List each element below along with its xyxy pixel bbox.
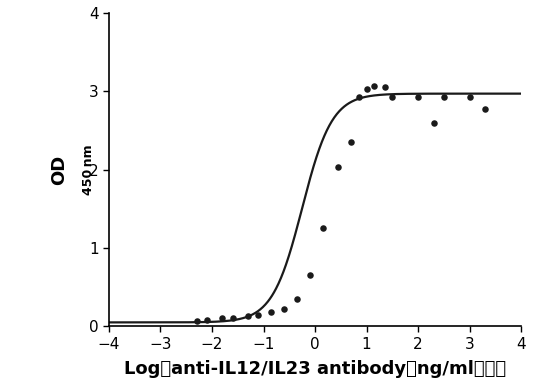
Point bbox=[228, 315, 237, 321]
Point bbox=[192, 318, 201, 324]
Point bbox=[414, 94, 423, 100]
Point bbox=[254, 311, 263, 318]
Point bbox=[370, 83, 378, 89]
Point bbox=[388, 94, 397, 100]
Point bbox=[354, 94, 363, 100]
Point bbox=[218, 315, 227, 321]
Point bbox=[293, 296, 301, 302]
Point bbox=[267, 309, 276, 315]
Point bbox=[305, 272, 314, 278]
Point bbox=[203, 317, 211, 323]
Point bbox=[244, 313, 252, 319]
Point bbox=[430, 119, 438, 126]
Point bbox=[440, 94, 448, 100]
Point bbox=[481, 105, 489, 112]
X-axis label: Log（anti-IL12/IL23 antibody（ng/ml）　）: Log（anti-IL12/IL23 antibody（ng/ml） ） bbox=[124, 360, 506, 378]
Point bbox=[334, 164, 343, 170]
Point bbox=[465, 94, 474, 100]
Text: OD: OD bbox=[50, 154, 68, 185]
Point bbox=[347, 139, 356, 145]
Point bbox=[381, 84, 389, 90]
Point bbox=[319, 225, 327, 231]
Point bbox=[280, 306, 288, 312]
Text: 450 nm: 450 nm bbox=[82, 144, 95, 195]
Point bbox=[362, 86, 371, 92]
